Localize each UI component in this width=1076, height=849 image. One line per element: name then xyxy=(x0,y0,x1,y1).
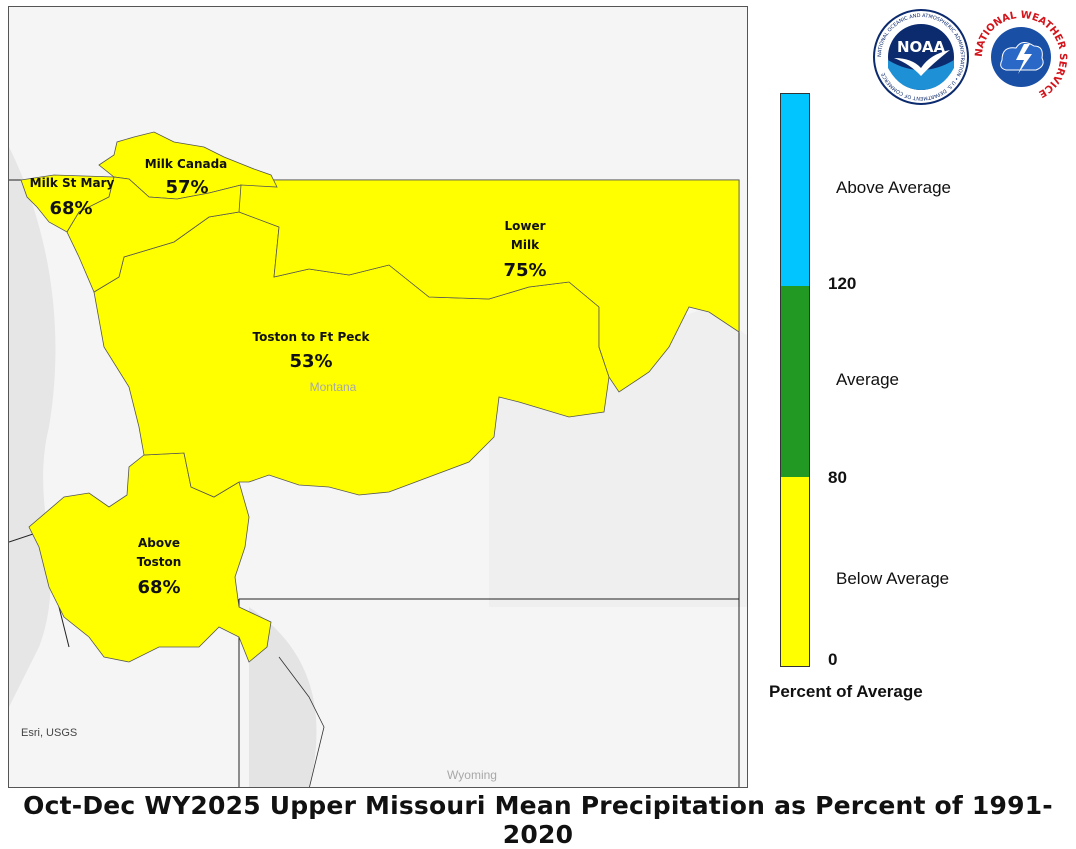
basin-upper-fill xyxy=(66,176,242,293)
label-toston-ft-peck-name: Toston to Ft Peck xyxy=(253,330,371,344)
legend-tick-120: 120 xyxy=(828,274,857,293)
label-lower-milk-name-line1: Lower xyxy=(504,219,545,233)
map-canvas: Milk Canada 57% Milk St Mary 68% Lower M… xyxy=(9,7,747,787)
basin-above-toston xyxy=(28,452,272,663)
noaa-logo: NOAA NATIONAL OCEANIC AND ATMOSPHERIC AD… xyxy=(872,8,970,111)
legend-tick-0: 0 xyxy=(828,650,838,669)
legend-label-average: Average xyxy=(836,370,900,389)
page-title: Oct-Dec WY2025 Upper Missouri Mean Preci… xyxy=(23,791,1053,849)
nws-logo: NATIONAL WEATHER SERVICE xyxy=(972,8,1070,111)
basin-lower-milk xyxy=(238,179,740,393)
legend-label-above-average: Above Average xyxy=(836,178,951,197)
label-wyoming: Wyoming xyxy=(447,768,497,782)
label-milk-canada-name: Milk Canada xyxy=(145,157,228,171)
legend-title: Percent of Average xyxy=(769,682,923,701)
label-lower-milk-percent: 75% xyxy=(503,260,546,281)
label-milk-st-mary-name: Milk St Mary xyxy=(30,176,115,190)
idaho-wyoming-boundary xyxy=(278,656,325,787)
label-montana: Montana xyxy=(310,380,357,394)
legend-swatch-below xyxy=(781,477,809,666)
label-above-toston-name-line1: Above xyxy=(138,536,180,550)
legend-swatch-above xyxy=(781,94,809,286)
label-toston-ft-peck-percent: 53% xyxy=(289,351,332,372)
noaa-logo-text: NOAA xyxy=(897,38,946,56)
label-lower-milk-name-line2: Milk xyxy=(511,238,540,252)
map-panel: Milk Canada 57% Milk St Mary 68% Lower M… xyxy=(8,6,748,788)
label-above-toston-name-line2: Toston xyxy=(137,555,182,569)
label-above-toston-percent: 68% xyxy=(137,577,180,598)
legend-tick-80: 80 xyxy=(828,468,847,487)
legend-label-below-average: Below Average xyxy=(836,569,950,588)
legend-swatch-average xyxy=(781,286,809,477)
legend-color-bar xyxy=(780,93,810,667)
label-milk-canada-percent: 57% xyxy=(165,177,208,198)
label-milk-st-mary-percent: 68% xyxy=(49,198,92,219)
map-attribution: Esri, USGS xyxy=(21,727,78,739)
terrain-south xyxy=(249,607,317,787)
